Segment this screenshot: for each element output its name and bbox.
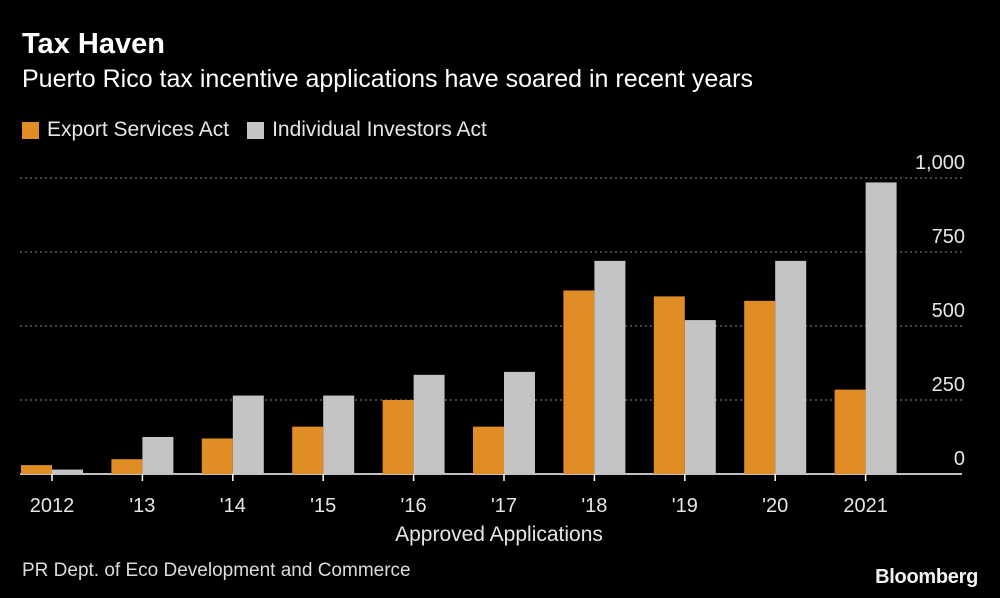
bar-export-services xyxy=(201,438,233,474)
bar-individual-investors xyxy=(52,469,83,474)
x-axis-label: Approved Applications xyxy=(395,523,603,546)
bar-export-services xyxy=(834,389,866,474)
bar-individual-investors xyxy=(323,395,355,474)
x-tick-label: '15 xyxy=(310,495,336,517)
x-tick-label: '16 xyxy=(401,495,427,517)
legend-item-export: Export Services Act xyxy=(22,118,229,142)
y-tick-label: 1,000 xyxy=(915,152,965,174)
bar-export-services xyxy=(563,290,595,474)
bar-export-services xyxy=(382,400,414,474)
bar-export-services xyxy=(744,300,776,474)
y-tick-label: 750 xyxy=(932,226,965,248)
bar-individual-investors xyxy=(413,374,445,474)
brand-logo: Bloomberg xyxy=(875,566,978,588)
bar-export-services xyxy=(653,296,685,474)
source-note: PR Dept. of Eco Development and Commerce xyxy=(22,560,411,581)
x-tick-label: '17 xyxy=(491,495,517,517)
bar-export-services xyxy=(111,459,143,474)
x-tick-label: '14 xyxy=(220,495,246,517)
bar-individual-investors xyxy=(594,260,626,474)
bar-export-services xyxy=(292,426,324,474)
legend-swatch-individual xyxy=(247,121,265,139)
chart-subtitle: Puerto Rico tax incentive applications h… xyxy=(22,65,753,93)
y-tick-label: 250 xyxy=(932,374,965,396)
bar-export-services xyxy=(473,426,504,474)
bar-individual-investors xyxy=(865,182,897,474)
x-tick-label: '20 xyxy=(762,495,788,517)
x-tick-label: '18 xyxy=(581,495,607,517)
legend: Export Services Act Individual Investors… xyxy=(22,118,505,142)
bar-individual-investors xyxy=(684,320,716,474)
y-tick-label: 0 xyxy=(954,448,965,470)
legend-swatch-export xyxy=(22,121,39,139)
bar-individual-investors xyxy=(232,395,264,474)
y-tick-label: 500 xyxy=(932,300,965,322)
chart-title: Tax Haven xyxy=(22,28,165,60)
bar-individual-investors xyxy=(775,260,807,474)
x-tick-label: 2012 xyxy=(30,495,75,517)
x-tick-label: 2021 xyxy=(843,495,888,517)
x-tick-label: '13 xyxy=(129,495,155,517)
bar-individual-investors xyxy=(142,437,174,474)
legend-label-individual: Individual Investors Act xyxy=(272,118,487,141)
bar-export-services xyxy=(21,465,52,474)
legend-item-individual: Individual Investors Act xyxy=(247,118,487,142)
x-tick-label: '19 xyxy=(672,495,698,517)
bar-individual-investors xyxy=(504,371,535,474)
legend-label-export: Export Services Act xyxy=(47,118,230,141)
